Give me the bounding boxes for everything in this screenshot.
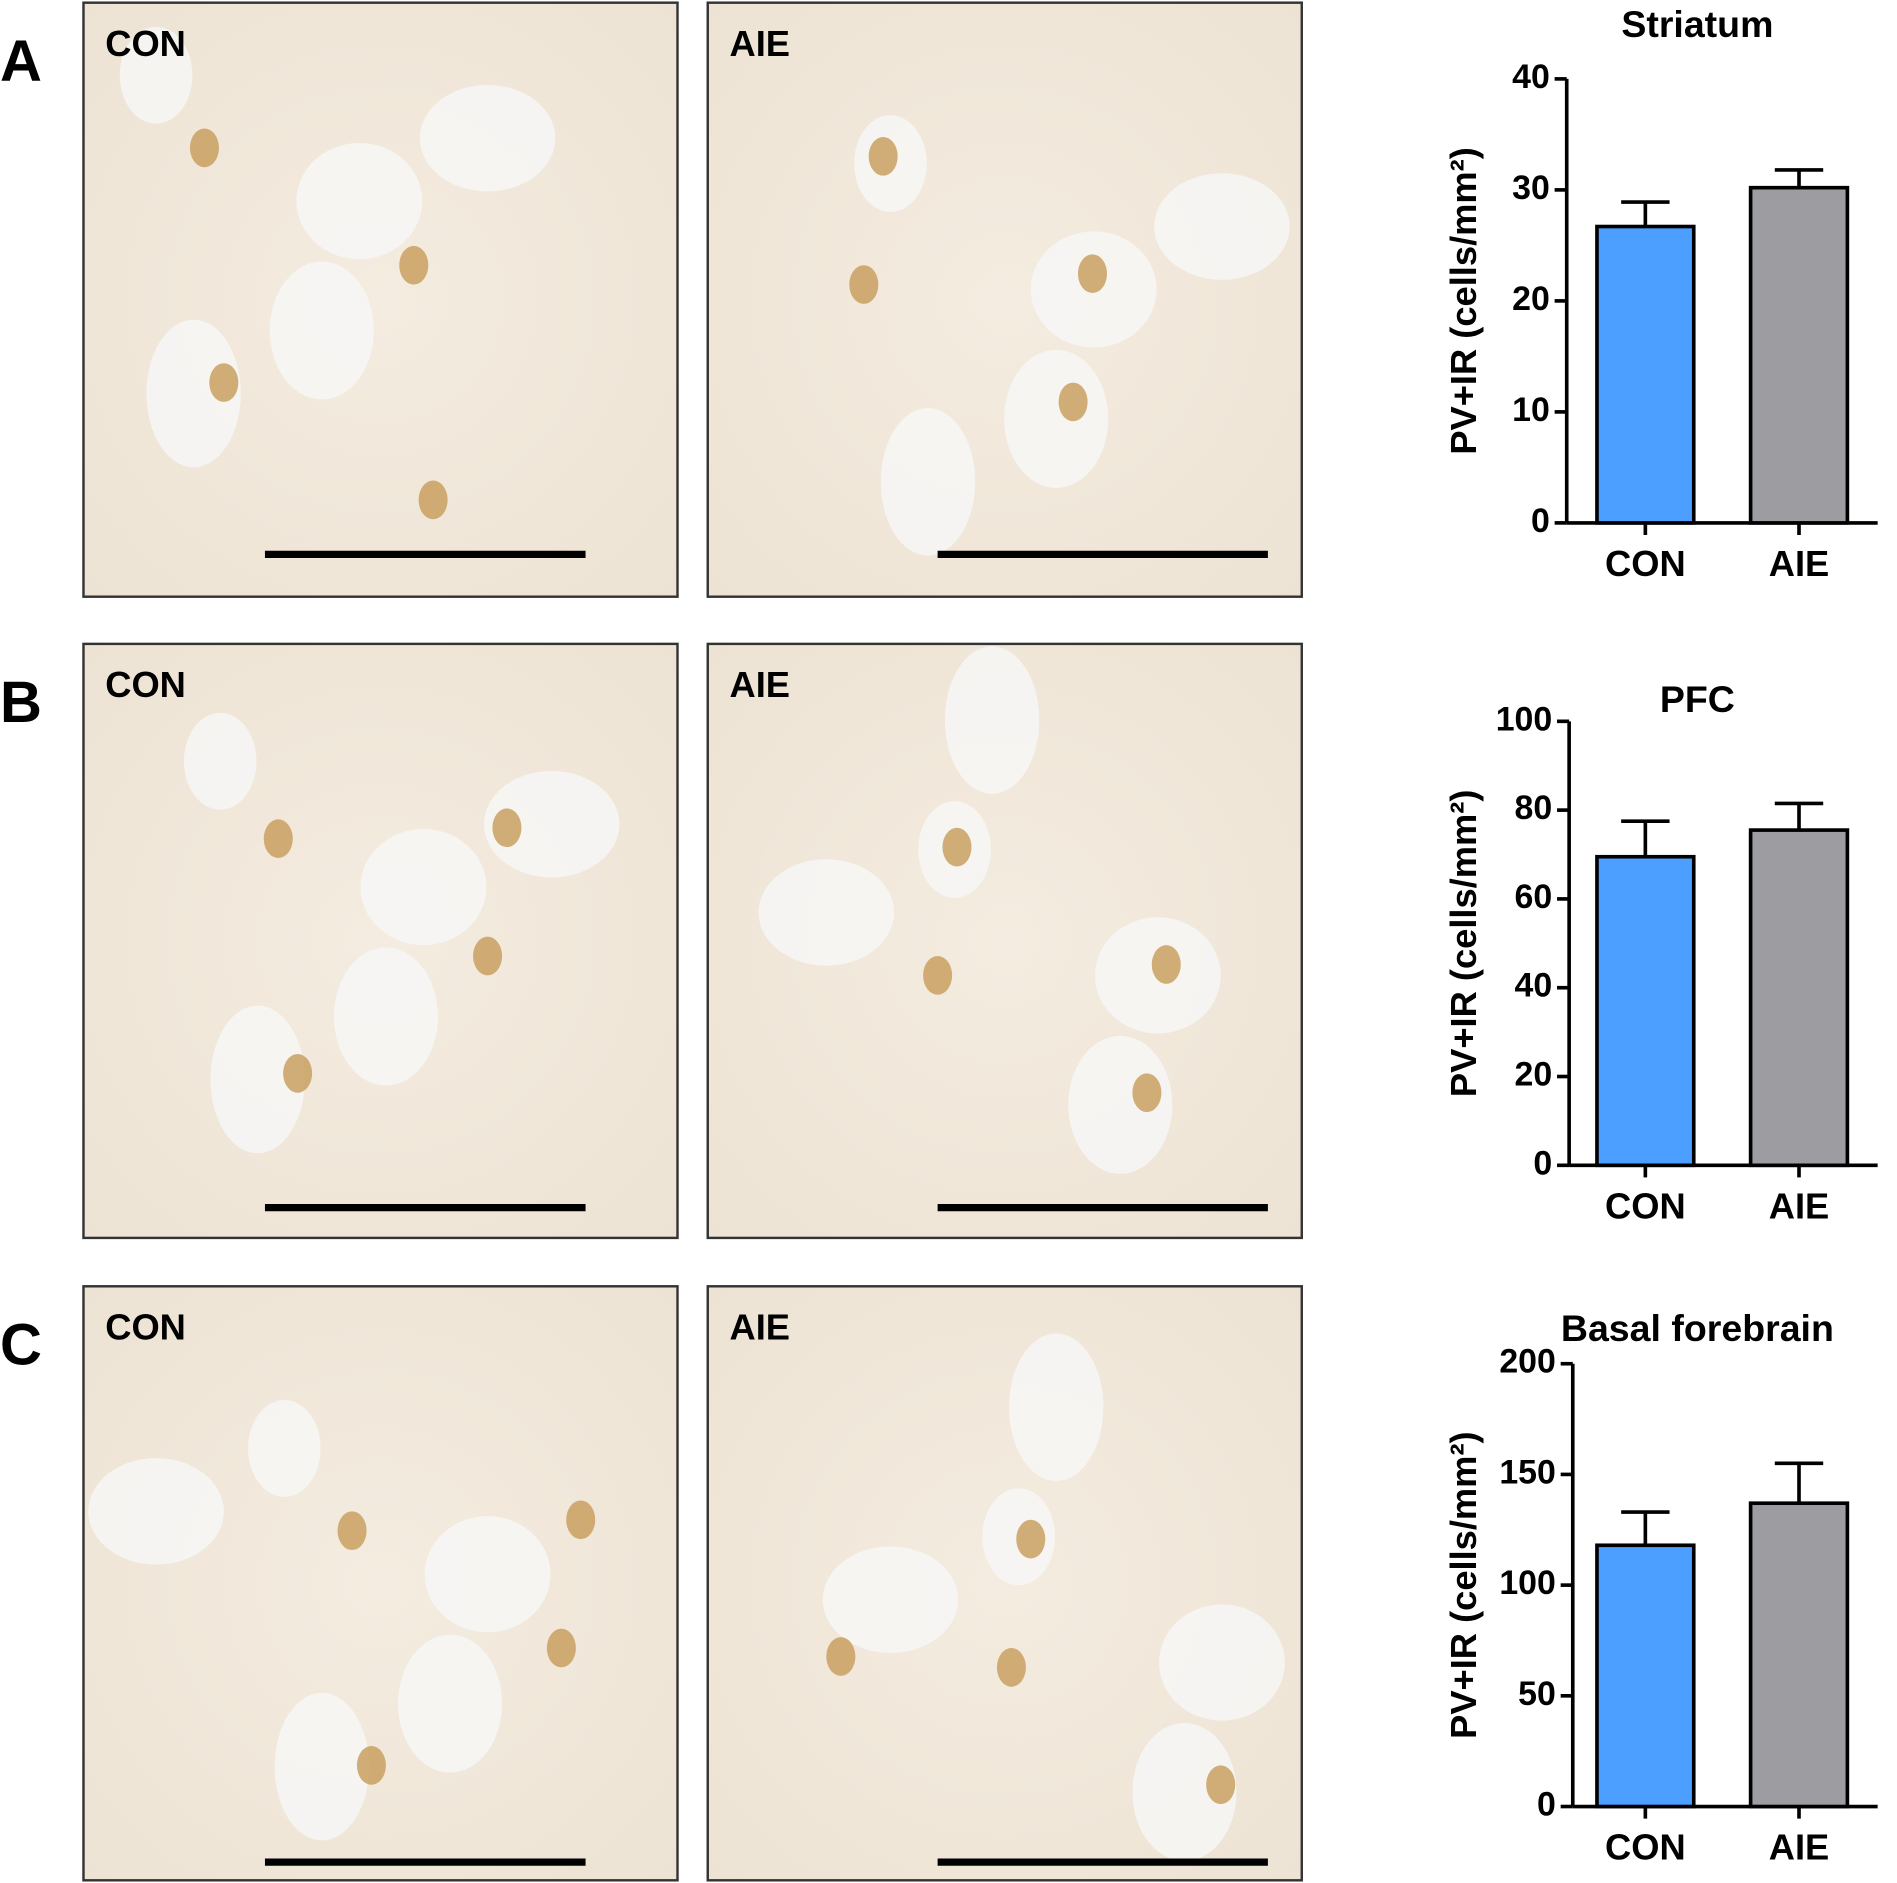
tissue-spot — [419, 84, 556, 192]
tissue-spot — [360, 828, 487, 946]
cell — [996, 1648, 1026, 1687]
tissue-spot — [248, 1400, 321, 1497]
cell — [418, 480, 448, 520]
tissue-spot — [274, 1692, 369, 1841]
y-axis-label: PV+IR (cells/mm²) — [1443, 147, 1484, 455]
cell — [826, 1637, 856, 1676]
cell — [1132, 1073, 1162, 1113]
cell — [399, 245, 429, 285]
y-tick-label: 50 — [1518, 1675, 1556, 1713]
micrograph — [706, 1, 1303, 598]
y-tick-label: 40 — [1512, 58, 1550, 96]
tissue-spot — [1154, 173, 1290, 280]
x-tick-label: AIE — [1769, 1827, 1829, 1868]
charts: Striatum PV+IR (cells/mm²) 0 10 20 30 40 CON AIE… — [1443, 3, 1878, 1868]
image-label: AIE — [730, 664, 790, 705]
bar — [1595, 1543, 1696, 1809]
y-tick-label: 150 — [1499, 1453, 1555, 1491]
y-tick-label: 10 — [1512, 391, 1550, 429]
y-tick-label: 80 — [1515, 789, 1553, 827]
cell — [849, 265, 879, 304]
y-tick-label: 30 — [1512, 169, 1550, 207]
cell — [189, 128, 219, 168]
image-label: CON — [105, 664, 186, 705]
tissue-spot — [398, 1634, 503, 1773]
tissue-spot — [822, 1546, 959, 1653]
cell — [1077, 254, 1107, 294]
tissue-spot — [1008, 1333, 1104, 1482]
tissue-spot — [424, 1516, 551, 1633]
x-tick-label: CON — [1605, 1827, 1686, 1868]
y-tick-label: 20 — [1515, 1055, 1553, 1093]
image-label: AIE — [730, 1306, 790, 1347]
y-tick-label: 60 — [1515, 878, 1553, 916]
tissue-spot — [1068, 1035, 1173, 1174]
tissue-spot — [296, 143, 423, 260]
cell — [1151, 945, 1181, 984]
tissue-spot — [1004, 349, 1109, 488]
tissue-spot — [483, 770, 620, 878]
micrograph — [82, 1285, 679, 1882]
image-label: CON — [105, 1306, 186, 1347]
bar — [1748, 828, 1850, 1168]
x-tick-label: AIE — [1769, 1185, 1829, 1226]
tissue-spot — [119, 26, 193, 124]
tissue-spot — [758, 859, 895, 966]
cell — [1058, 382, 1088, 422]
y-tick-label: 0 — [1533, 1144, 1552, 1182]
tissue-spot — [183, 712, 257, 810]
y-tick-label: 100 — [1499, 1564, 1555, 1602]
y-axis-label: PV+IR (cells/mm²) — [1443, 1431, 1484, 1739]
cell — [283, 1054, 313, 1093]
tissue-spot — [1132, 1723, 1237, 1861]
y-tick-label: 20 — [1512, 280, 1550, 318]
x-tick-label: AIE — [1769, 543, 1829, 584]
y-tick-label: 200 — [1499, 1343, 1555, 1381]
chart-title: PFC — [1660, 678, 1735, 720]
tissue-spot — [1159, 1604, 1285, 1721]
chart-title: Basal forebrain — [1561, 1307, 1834, 1349]
micrograph — [82, 642, 679, 1240]
bar — [1748, 185, 1850, 525]
panel-letter: A — [0, 29, 42, 94]
y-axis-label: PV+IR (cells/mm²) — [1443, 790, 1484, 1098]
image-label: AIE — [730, 23, 790, 64]
image-label: CON — [105, 23, 186, 64]
cell — [356, 1746, 386, 1785]
cell — [923, 956, 953, 995]
chart-title: Striatum — [1621, 3, 1773, 45]
bar — [1595, 224, 1696, 525]
x-tick-label: CON — [1605, 1185, 1686, 1226]
tissue-spot — [944, 646, 1040, 794]
cell — [209, 363, 239, 402]
bar — [1748, 1501, 1850, 1809]
tissue-spot — [880, 407, 976, 556]
cell — [473, 936, 503, 976]
y-tick-label: 0 — [1531, 502, 1550, 540]
y-tick-label: 40 — [1515, 967, 1553, 1005]
bar — [1595, 854, 1696, 1168]
tissue-spot — [146, 319, 241, 468]
cell — [492, 808, 522, 848]
tissue-spot — [88, 1458, 224, 1565]
cell — [566, 1500, 596, 1540]
cell — [868, 136, 898, 176]
tissue-spot — [333, 947, 438, 1086]
panel-letter: C — [0, 1313, 42, 1378]
x-tick-label: CON — [1605, 543, 1686, 584]
panel-letter: B — [0, 670, 42, 735]
tissue-spot — [210, 1005, 305, 1154]
cell — [546, 1628, 576, 1668]
cell — [1016, 1519, 1046, 1559]
y-tick-label: 0 — [1537, 1785, 1556, 1823]
cell — [337, 1511, 367, 1551]
tissue-spot — [269, 261, 374, 400]
micrograph-panels: A CON AIE B CON AIE C CON AIE — [0, 1, 1303, 1882]
cell — [942, 827, 972, 867]
y-tick-label: 100 — [1496, 700, 1553, 738]
cell — [263, 819, 293, 859]
cell — [1206, 1765, 1236, 1805]
